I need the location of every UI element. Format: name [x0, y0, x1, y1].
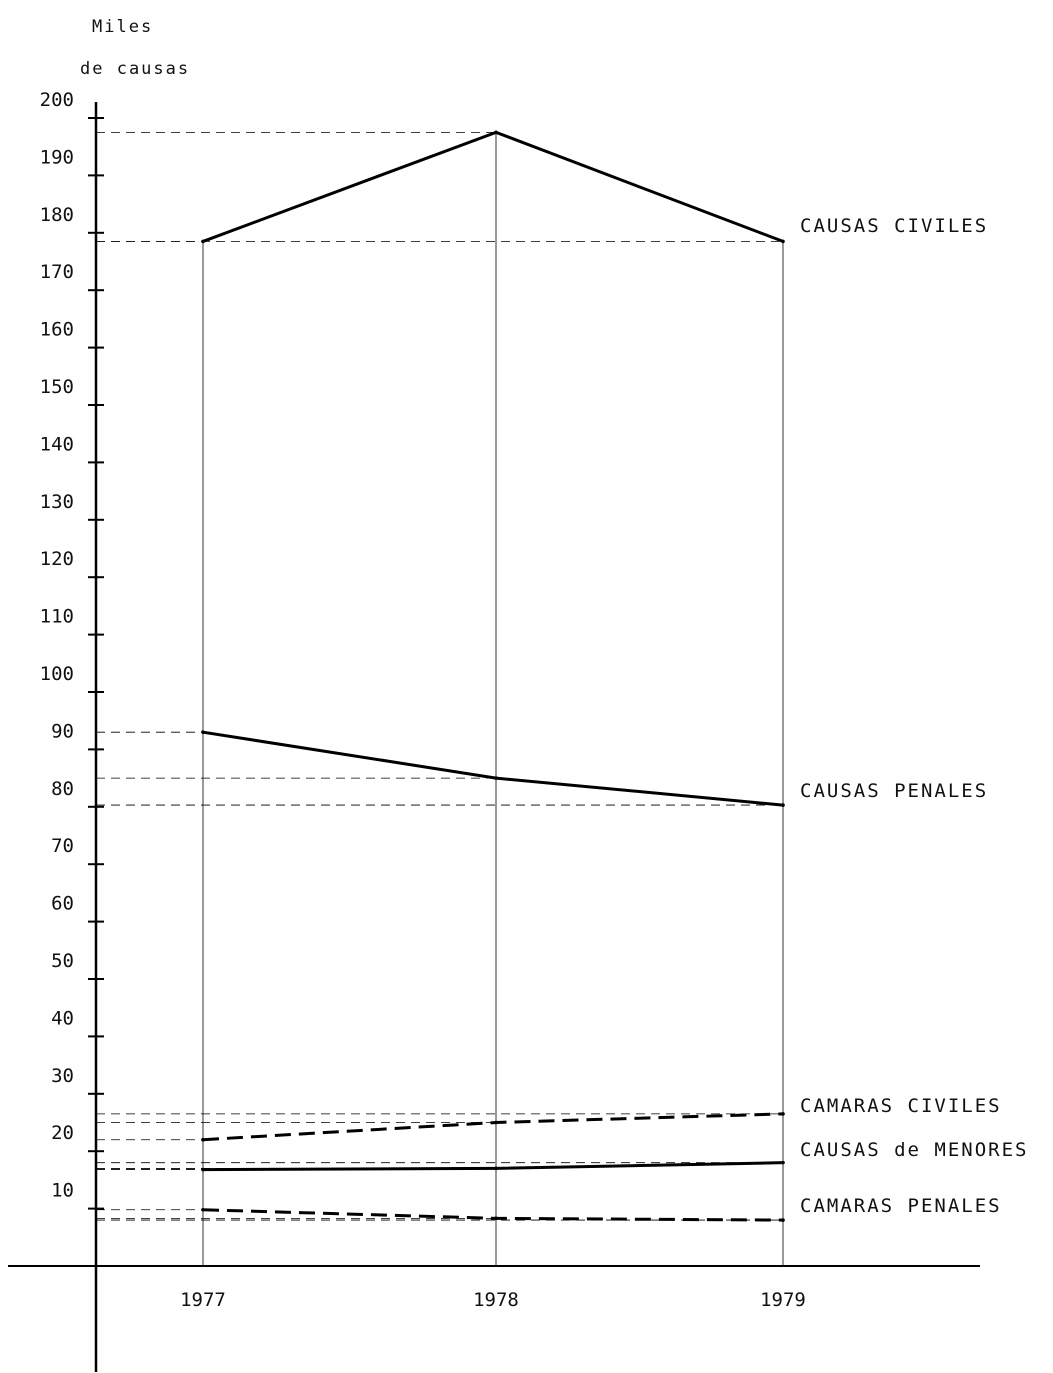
x-tick-label: 1978	[473, 1289, 519, 1311]
series-label: CAUSAS CIVILES	[800, 215, 988, 237]
y-tick-label: 80	[51, 778, 74, 800]
y-tick-label: 30	[51, 1065, 74, 1087]
y-tick-label: 150	[40, 376, 74, 398]
data-point	[781, 1160, 785, 1165]
y-axis-label-line2: de causas	[80, 59, 190, 79]
data-point	[494, 1216, 498, 1221]
x-tick-label: 1979	[760, 1289, 806, 1311]
series-label: CAUSAS PENALES	[800, 780, 988, 802]
data-point	[201, 730, 205, 734]
y-tick-label: 40	[51, 1007, 74, 1029]
axes	[8, 102, 980, 1372]
labels: 10 20 30 40 50 60 70 80 90 100 110 120 130 140 150 160 1…	[40, 89, 1028, 1311]
y-tick-label: 70	[51, 835, 74, 857]
series-lines	[201, 130, 785, 1222]
y-tick-label: 10	[51, 1180, 74, 1202]
data-point	[781, 1112, 785, 1116]
data-point	[781, 803, 785, 807]
y-tick-label: 20	[51, 1122, 74, 1144]
data-point	[201, 1207, 205, 1212]
series-line	[202, 1112, 784, 1142]
y-tick-label: 100	[40, 663, 74, 685]
series-line	[202, 1208, 784, 1222]
y-axis-label-line1: Miles	[92, 17, 153, 37]
data-point	[494, 776, 498, 780]
series-line	[202, 130, 784, 243]
y-tick-label: 190	[40, 146, 74, 168]
y-tick-label: 180	[40, 204, 74, 226]
y-tick-label: 130	[40, 491, 74, 513]
series-line	[202, 1161, 784, 1172]
data-point	[781, 1218, 785, 1222]
series-label: CAMARAS CIVILES	[800, 1095, 1002, 1117]
series-label: CAUSAS de MENORES	[800, 1139, 1028, 1161]
y-tick-label: 110	[40, 606, 74, 628]
reference-guides	[96, 131, 784, 1266]
y-tick-label: 50	[51, 950, 74, 972]
data-point	[781, 239, 785, 244]
y-tick-label: 170	[40, 261, 74, 283]
y-tick-label: 60	[51, 893, 74, 915]
x-tick-label: 1977	[180, 1289, 226, 1311]
data-point	[201, 239, 205, 244]
data-point	[201, 1167, 205, 1172]
data-point	[201, 1137, 205, 1142]
y-tick-label: 160	[40, 319, 74, 341]
y-tick-label: 200	[40, 89, 74, 111]
data-point	[494, 130, 498, 135]
y-tick-label: 120	[40, 548, 74, 570]
data-point	[494, 1166, 498, 1171]
y-tick-label: 90	[51, 720, 74, 742]
y-tick-label: 140	[40, 433, 74, 455]
series-line	[202, 730, 784, 807]
data-point	[494, 1120, 498, 1125]
series-label: CAMARAS PENALES	[800, 1195, 1002, 1217]
